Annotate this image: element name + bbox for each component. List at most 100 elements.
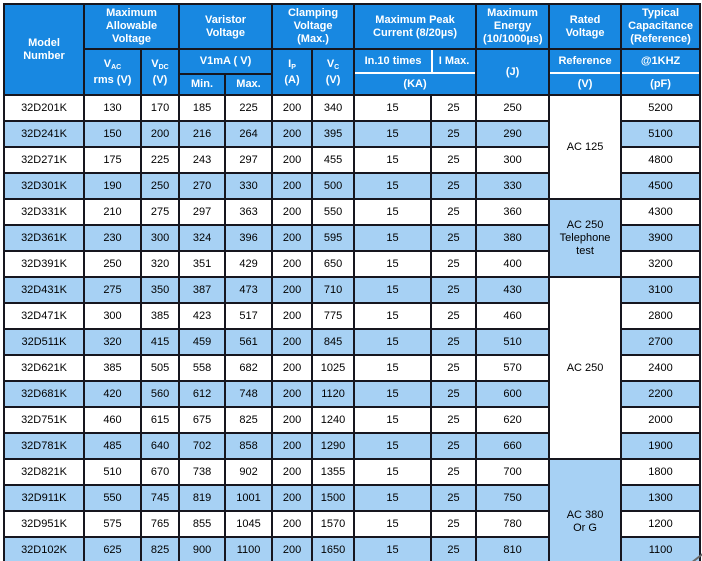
cell-energy: 360 (475, 198, 551, 226)
cell-vc: 1120 (311, 380, 356, 408)
cell-vc: 595 (311, 224, 356, 252)
cell-vc: 1290 (311, 432, 356, 460)
header-v1ma: V1mA ( V) (178, 47, 274, 76)
ip-symbol: I (288, 57, 292, 70)
cell-model: 32D201K (3, 94, 85, 122)
cell-ip: 200 (271, 302, 314, 330)
cell-vac-rms: 190 (83, 172, 142, 200)
cell-vc: 455 (311, 146, 356, 174)
vdc-unit: (V) (152, 73, 168, 86)
cell-v1ma-max: 902 (224, 458, 274, 486)
cell-v1ma-max: 396 (224, 224, 274, 252)
cell-in10-times: 15 (353, 120, 433, 148)
header-joule-unit: (J) (475, 48, 551, 96)
cell-ip: 200 (271, 198, 314, 226)
cell-i-max: 25 (430, 276, 478, 304)
cell-ip: 200 (271, 172, 314, 200)
table-row: 32D511K 320 415 459 561 200 845 15 25 510 2700 (3, 328, 702, 356)
cell-v1ma-min: 216 (178, 120, 227, 148)
cell-vc: 340 (311, 94, 356, 122)
header-ip: IP (A) (271, 48, 314, 96)
cell-i-max: 25 (430, 250, 478, 278)
cell-ip: 200 (271, 458, 314, 486)
cell-ip: 200 (271, 146, 314, 174)
cell-vc: 1570 (311, 510, 356, 538)
cell-v1ma-max: 825 (224, 406, 274, 434)
cell-in10-times: 15 (353, 172, 433, 200)
cell-v1ma-min: 243 (178, 146, 227, 174)
table-row: 32D201K 130 170 185 225 200 340 15 25 250 AC 125 52… (3, 94, 702, 200)
cell-vdc: 505 (139, 354, 181, 382)
cell-capacitance: 1100 (620, 536, 702, 561)
table-row: 32D241K 150 200 216 264 200 395 15 25 290 5100 (3, 120, 702, 148)
cell-in10-times: 15 (353, 94, 433, 122)
cell-vc: 1240 (311, 406, 356, 434)
cell-vac-rms: 460 (83, 406, 142, 434)
cell-capacitance: 2700 (620, 328, 702, 356)
cell-in10-times: 15 (353, 354, 433, 382)
cell-i-max: 25 (430, 458, 478, 486)
cell-energy: 600 (475, 380, 551, 408)
cell-in10-times: 15 (353, 380, 433, 408)
header-rated-voltage: Rated Voltage (548, 3, 623, 50)
table-row: 32D301K 190 250 270 330 200 500 15 25 330 4500 (3, 172, 702, 200)
cell-model: 32D271K (3, 146, 85, 174)
cell-energy: 300 (475, 146, 551, 174)
header-pf-unit: (pF) (650, 77, 671, 90)
cell-model: 32D102K (3, 536, 85, 561)
table-row: 32D951K 575 765 855 1045 200 1570 15 25 780 1200 (3, 510, 702, 538)
cell-v1ma-max: 330 (224, 172, 274, 200)
cell-ip: 200 (271, 354, 314, 382)
cell-ip: 200 (271, 328, 314, 356)
cell-v1ma-max: 561 (224, 328, 274, 356)
cell-ip: 200 (271, 120, 314, 148)
cell-energy: 380 (475, 224, 551, 252)
cell-vc: 395 (311, 120, 356, 148)
header-max: Max. (224, 73, 274, 96)
cell-v1ma-min: 819 (178, 484, 227, 512)
cell-vdc: 350 (139, 276, 181, 304)
table-row: 32D331K 210 275 297 363 200 550 15 25 360 AC 250 T… (3, 198, 702, 278)
cell-i-max: 25 (430, 536, 478, 561)
cell-v1ma-min: 675 (178, 406, 227, 434)
cell-v1ma-max: 1045 (224, 510, 274, 538)
cell-energy: 400 (475, 250, 551, 278)
cell-ip: 200 (271, 250, 314, 278)
cell-vac-rms: 175 (83, 146, 142, 174)
cell-v1ma-min: 324 (178, 224, 227, 252)
cell-vdc: 415 (139, 328, 181, 356)
cell-capacitance: 5100 (620, 120, 702, 148)
cell-ip: 200 (271, 94, 314, 122)
header-capacitance-block: @1KHZ (pF) (620, 48, 702, 96)
table-body: 32D201K 130 170 185 225 200 340 15 25 250 AC 125 52… (3, 94, 702, 561)
vdc-symbol: V (151, 57, 159, 70)
cell-capacitance: 1300 (620, 484, 702, 512)
cell-vdc: 300 (139, 224, 181, 252)
vc-subscript: C (334, 63, 340, 71)
cell-vdc: 640 (139, 432, 181, 460)
header-min: Min. (178, 73, 227, 96)
header-model-number: Model Number (3, 3, 85, 96)
cell-v1ma-min: 558 (178, 354, 227, 382)
vc-symbol: V (326, 57, 335, 70)
cell-v1ma-max: 225 (224, 94, 274, 122)
vac-symbol: V (103, 57, 112, 70)
header-max-peak-current: Maximum Peak Current (8/20µs) (353, 3, 478, 50)
cell-ip: 200 (271, 224, 314, 252)
cell-vdc: 385 (139, 302, 181, 330)
cell-energy: 570 (475, 354, 551, 382)
cell-vdc: 560 (139, 380, 181, 408)
cell-v1ma-min: 387 (178, 276, 227, 304)
cell-i-max: 25 (430, 484, 478, 512)
table-row: 32D751K 460 615 675 825 200 1240 15 25 620 2000 (3, 406, 702, 434)
cell-capacitance: 3900 (620, 224, 702, 252)
cell-energy: 700 (475, 458, 551, 486)
cell-ip: 200 (271, 406, 314, 434)
cell-v1ma-max: 429 (224, 250, 274, 278)
cell-capacitance: 5200 (620, 94, 702, 122)
cell-model: 32D751K (3, 406, 85, 434)
cell-energy: 660 (475, 432, 551, 460)
header-in-10-times: In.10 times (356, 51, 434, 72)
cell-capacitance: 3200 (620, 250, 702, 278)
